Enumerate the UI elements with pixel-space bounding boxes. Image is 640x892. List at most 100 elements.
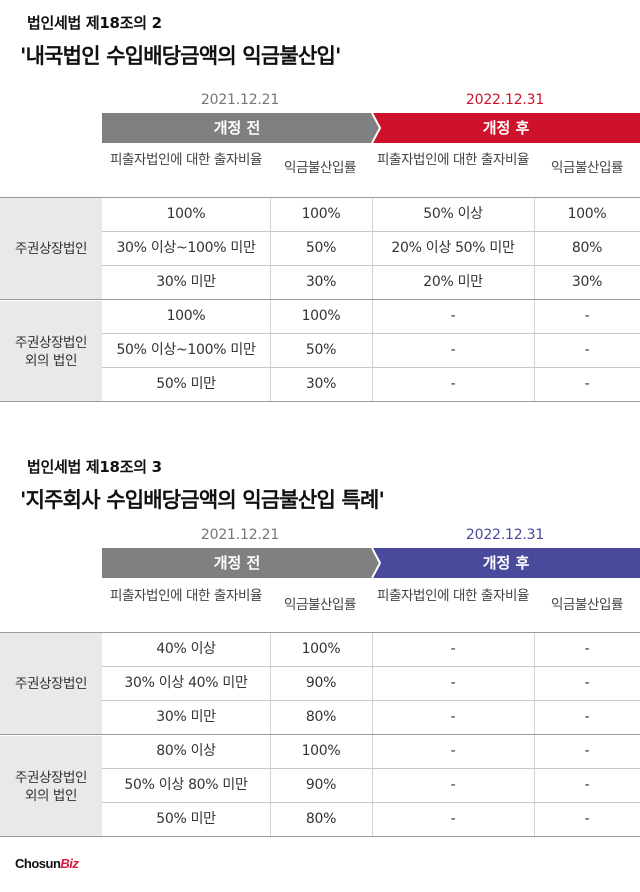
column-header-rate-before: 익금불산입률 [283, 597, 357, 613]
column-divider [270, 633, 271, 837]
row-divider [102, 700, 640, 701]
table-cell: - [584, 811, 590, 827]
table-cell: 50% 미만 [156, 811, 216, 827]
table-cell: 40% 이상 [156, 641, 216, 657]
table-cell: - [584, 641, 590, 657]
table-cell: 100% [301, 308, 341, 324]
table-cell: 100% [301, 641, 341, 657]
column-header-rate-after: 익금불산입률 [550, 160, 624, 176]
law-reference: 법인세법 제18조의 2 [27, 14, 162, 32]
before-banner-label: 개정 전 [213, 554, 261, 572]
table-cell: - [584, 777, 590, 793]
column-divider [270, 198, 271, 402]
row-divider [102, 666, 640, 667]
column-header-rate-after: 익금불산입률 [550, 597, 624, 613]
banner-arrow-divider [371, 548, 382, 578]
table-cell: 100% [166, 206, 206, 222]
group-label-listed: 주권상장법인 [0, 633, 102, 734]
row-divider [102, 265, 640, 266]
table-cell: 20% 미만 [423, 274, 483, 290]
table-cell: 50% 미만 [156, 376, 216, 392]
table-cell: 80% [305, 709, 337, 725]
table-cell: - [584, 675, 590, 691]
table-top-rule [0, 197, 640, 198]
row-divider [102, 367, 640, 368]
table-cell: 30% 이상 40% 미만 [124, 675, 248, 691]
table-cell: - [584, 376, 590, 392]
after-date: 2022.12.31 [465, 92, 545, 108]
column-divider [372, 198, 373, 402]
column-divider [534, 633, 535, 837]
table-cell: - [450, 308, 456, 324]
table-cell: - [450, 641, 456, 657]
row-divider [102, 768, 640, 769]
table-cell: 50% [305, 240, 337, 256]
table-cell: 50% 이상 80% 미만 [124, 777, 248, 793]
table-cell: 80% 이상 [156, 743, 216, 759]
table-cell: - [450, 811, 456, 827]
group-label-unlisted: 주권상장법인 외의 법인 [0, 736, 102, 837]
table-cell: - [450, 743, 456, 759]
column-divider [372, 633, 373, 837]
section-holding-company-exclusion: 법인세법 제18조의 3 '지주회사 수입배당금액의 익금불산입 특례' 202… [0, 452, 640, 852]
table-cell: 90% [305, 675, 337, 691]
table-cell: - [450, 342, 456, 358]
table-cell: 30% [305, 376, 337, 392]
before-date: 2021.12.21 [200, 527, 280, 543]
table-cell: 100% [166, 308, 206, 324]
revision-banner [102, 548, 640, 578]
table-cell: - [584, 342, 590, 358]
table-cell: 100% [301, 743, 341, 759]
logo-main-text: Chosun [15, 856, 61, 871]
section-dividend-exclusion: 법인세법 제18조의 2 '내국법인 수입배당금액의 익금불산입' 2021.1… [0, 0, 640, 430]
after-banner-shape [372, 548, 640, 578]
table-cell: - [584, 308, 590, 324]
after-banner-shape [372, 113, 640, 143]
after-banner-label: 개정 후 [482, 119, 530, 137]
table-bottom-rule [0, 401, 640, 402]
table-cell: 30% 미만 [156, 274, 216, 290]
table-top-rule [0, 632, 640, 633]
after-date: 2022.12.31 [465, 527, 545, 543]
table-cell: 50% [305, 342, 337, 358]
revision-banner [102, 113, 640, 143]
table-cell: 50% 이상~100% 미만 [116, 342, 256, 358]
group-label-listed: 주권상장법인 [0, 198, 102, 299]
table-cell: 30% 이상~100% 미만 [116, 240, 256, 256]
section-title: '내국법인 수입배당금액의 익금불산입' [20, 44, 341, 68]
after-banner-label: 개정 후 [482, 554, 530, 572]
table-cell: - [450, 777, 456, 793]
before-date: 2021.12.21 [200, 92, 280, 108]
table-cell: 50% 이상 [423, 206, 483, 222]
table-cell: - [450, 675, 456, 691]
column-header-ratio-after: 피출자법인에 대한 출자비율 [376, 588, 530, 604]
table-cell: - [584, 709, 590, 725]
table-cell: 30% 미만 [156, 709, 216, 725]
table-bottom-rule [0, 836, 640, 837]
table-cell: 80% [305, 811, 337, 827]
column-divider [534, 198, 535, 402]
row-divider [102, 802, 640, 803]
table-cell: 30% [571, 274, 603, 290]
table-cell: 100% [301, 206, 341, 222]
table-cell: 100% [567, 206, 607, 222]
table-cell: 90% [305, 777, 337, 793]
banner-arrow-divider [371, 113, 382, 143]
column-header-ratio-before: 피출자법인에 대한 출자비율 [109, 588, 263, 604]
logo-accent-text: Biz [60, 856, 79, 871]
table-cell: 30% [305, 274, 337, 290]
table-cell: 20% 이상 50% 미만 [391, 240, 515, 256]
group-divider [0, 734, 640, 735]
before-banner-shape [102, 548, 380, 578]
law-reference: 법인세법 제18조의 3 [27, 458, 162, 476]
table-cell: - [584, 743, 590, 759]
column-header-ratio-before: 피출자법인에 대한 출자비율 [109, 152, 263, 168]
before-banner-shape [102, 113, 380, 143]
column-header-rate-before: 익금불산입률 [283, 160, 357, 176]
chosunbiz-logo: ChosunBiz [15, 856, 79, 871]
table-cell: - [450, 376, 456, 392]
before-banner-label: 개정 전 [213, 119, 261, 137]
table-cell: 80% [571, 240, 603, 256]
row-divider [102, 333, 640, 334]
row-divider [102, 231, 640, 232]
